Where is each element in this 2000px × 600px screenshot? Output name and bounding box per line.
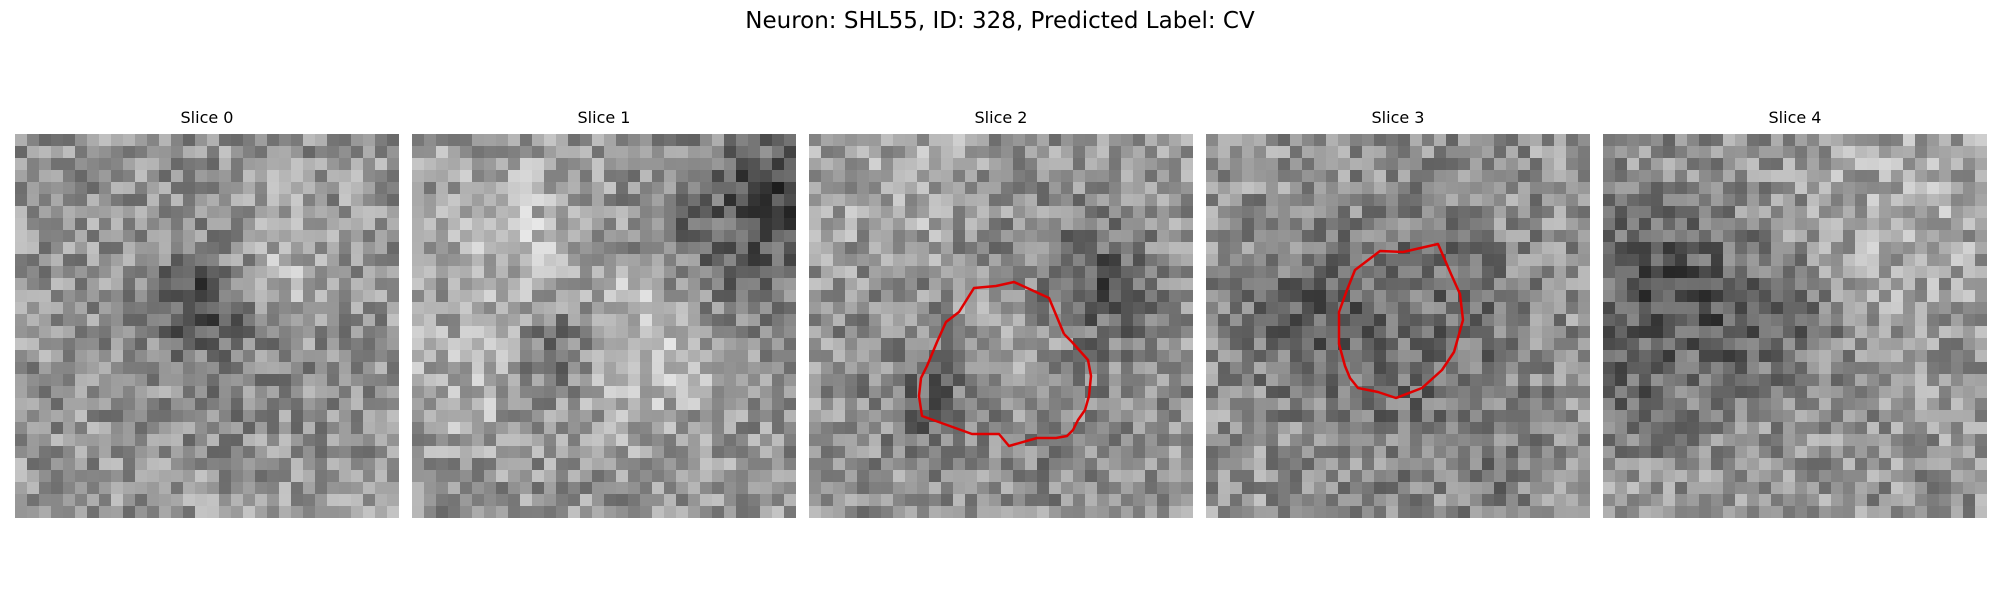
segmentation-contour <box>1337 242 1465 400</box>
slice-title-1: Slice 1 <box>577 108 631 127</box>
slice-title-0: Slice 0 <box>180 108 234 127</box>
slice-title-3: Slice 3 <box>1371 108 1425 127</box>
slice-title-4: Slice 4 <box>1768 108 1822 127</box>
slice-image-2 <box>809 134 1193 518</box>
slice-image-0 <box>15 134 399 518</box>
slice-image-3 <box>1206 134 1590 518</box>
segmentation-contour <box>917 280 1093 448</box>
figure-title: Neuron: SHL55, ID: 328, Predicted Label:… <box>745 8 1255 34</box>
slice-image-1 <box>412 134 796 518</box>
slice-title-2: Slice 2 <box>974 108 1028 127</box>
slice-image-4 <box>1603 134 1987 518</box>
